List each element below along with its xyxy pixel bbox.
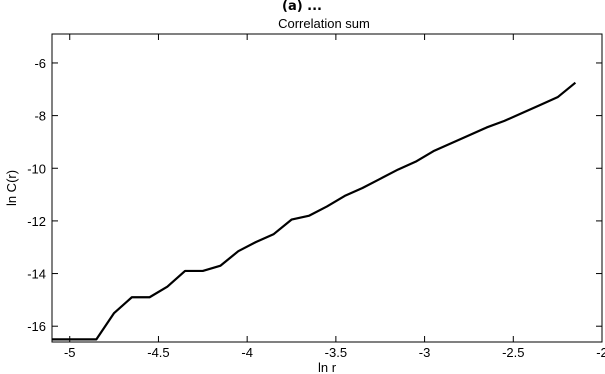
y-axis-ticks: -16 -14 -12 -10 -8 -6 bbox=[27, 56, 602, 334]
y-axis-label: ln C(r) bbox=[4, 170, 19, 206]
y-tick-label: -8 bbox=[34, 109, 46, 124]
x-tick-label: -4 bbox=[241, 345, 253, 360]
x-axis-ticks: -5 -4.5 -4 -3.5 -3 -2.5 -2 bbox=[64, 34, 605, 360]
y-tick-label: -10 bbox=[27, 161, 46, 176]
y-tick-label: -12 bbox=[27, 214, 46, 229]
x-tick-label: -2.5 bbox=[502, 345, 524, 360]
y-tick-label: -14 bbox=[27, 267, 46, 282]
x-tick-label: -4.5 bbox=[147, 345, 169, 360]
plot-area-frame bbox=[51, 33, 603, 343]
x-tick-label: -2 bbox=[596, 345, 605, 360]
x-tick-label: -3.5 bbox=[325, 345, 347, 360]
series-line bbox=[52, 81, 577, 341]
cropped-caption: (a) ... bbox=[282, 0, 322, 14]
y-tick-label: -16 bbox=[27, 319, 46, 334]
x-axis-label: ln r bbox=[318, 360, 337, 374]
x-tick-label: -3 bbox=[419, 345, 431, 360]
y-tick-label: -6 bbox=[34, 56, 46, 71]
chart-title: Correlation sum bbox=[278, 16, 370, 31]
x-tick-label: -5 bbox=[64, 345, 76, 360]
